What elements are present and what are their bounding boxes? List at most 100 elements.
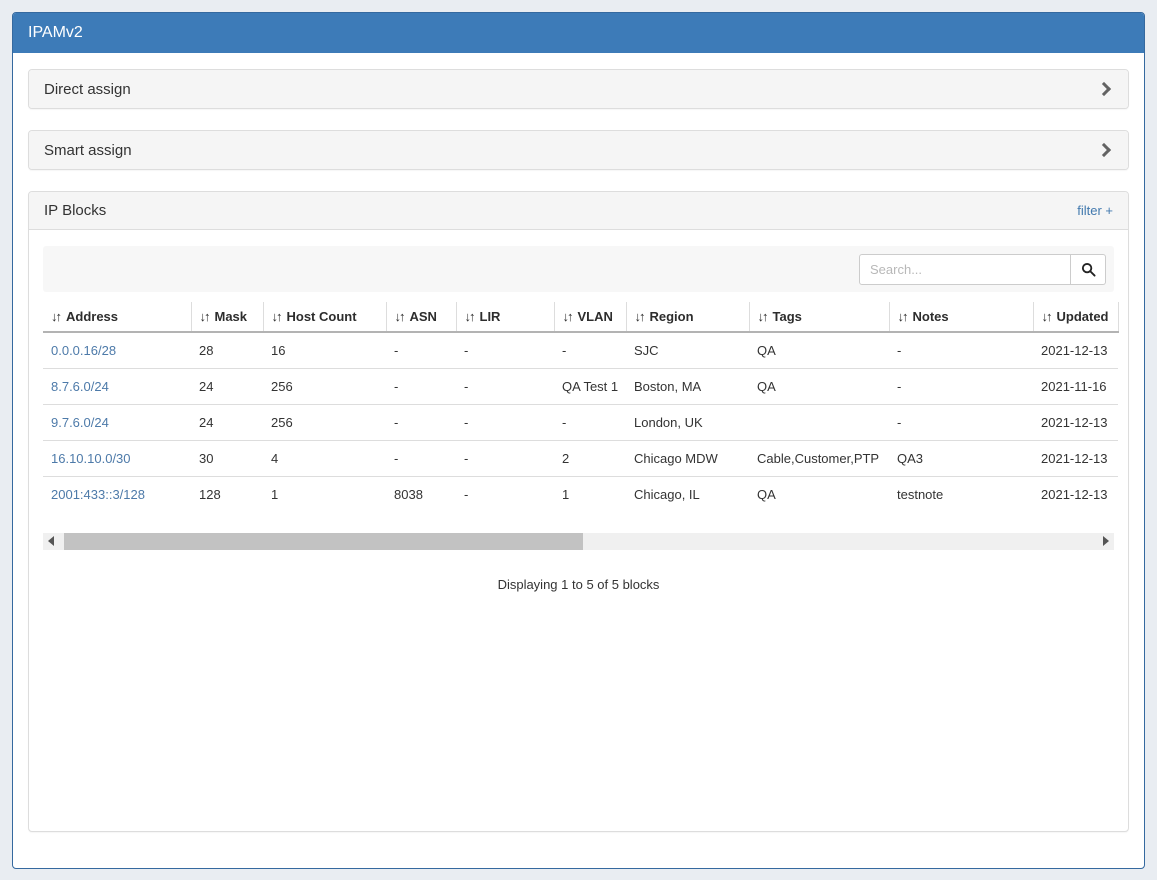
cell-lir: - xyxy=(456,404,554,441)
ip-blocks-title: IP Blocks xyxy=(44,202,107,219)
scrollbar-thumb[interactable] xyxy=(64,533,584,550)
table-row: 0.0.0.16/28 28 16- - - SJC QA -2021-12-13 xyxy=(43,332,1118,369)
search-input[interactable] xyxy=(859,253,1071,285)
table-header-row: ↓↑ Address ↓↑ Mask ↓↑ Host Count ↓↑ ASN ↓↑ LIR ↓↑ V… xyxy=(43,302,1119,333)
column-header-region[interactable]: ↓↑ Region xyxy=(625,302,749,333)
address-link[interactable]: 9.7.6.0/24 xyxy=(51,415,109,430)
filter-link[interactable]: filter + xyxy=(1077,203,1113,218)
cell-lir: - xyxy=(464,487,469,502)
column-label: Host Count xyxy=(286,309,357,324)
search-icon xyxy=(1081,262,1096,277)
cell-mask: 24 xyxy=(191,404,263,441)
column-header-mask[interactable]: ↓↑ Mask xyxy=(190,302,263,333)
cell-host_count: 256 xyxy=(263,368,386,405)
address-link[interactable]: 16.10.10.0/30 xyxy=(51,451,131,466)
column-label: Updated xyxy=(1056,309,1109,324)
ip-blocks-table: ↓↑ Address ↓↑ Mask ↓↑ Host Count ↓↑ ASN ↓↑ LIR ↓↑ V… xyxy=(43,302,1119,512)
sort-icon: ↓↑ xyxy=(51,309,62,324)
cell-host_count: 1 xyxy=(271,487,279,502)
sort-icon: ↓↑ xyxy=(897,309,909,324)
table-row: 8.7.6.0/24 24 256- - QA Test 1 Boston, MA QA -2… xyxy=(43,368,1118,405)
cell-vlan: 2 xyxy=(554,440,626,477)
column-label: Region xyxy=(649,309,694,324)
column-header-asn[interactable]: ↓↑ ASN xyxy=(385,302,456,333)
cell-tags: QA xyxy=(757,487,776,502)
column-header-updated[interactable]: ↓↑ Updated xyxy=(1032,302,1119,333)
cell-host_count: 4 xyxy=(263,440,386,477)
cell-address: 0.0.0.16/28 xyxy=(43,332,191,369)
cell-address: 2001:433::3/128 xyxy=(43,477,191,513)
search-group xyxy=(859,253,1106,285)
cell-notes: - xyxy=(889,368,1033,405)
address-link[interactable]: 2001:433::3/128 xyxy=(51,487,145,502)
table-info: Displaying 1 to 5 of 5 blocks xyxy=(497,577,660,592)
horizontal-scrollbar[interactable] xyxy=(43,533,1114,550)
cell-vlan: 1 xyxy=(562,487,570,502)
cell-address: 8.7.6.0/24 xyxy=(43,368,191,405)
cell-asn: - xyxy=(386,404,456,441)
address-link[interactable]: 8.7.6.0/24 xyxy=(51,379,109,394)
direct-assign-title: Direct assign xyxy=(44,80,131,98)
ip-blocks-heading: IP Blocks filter + xyxy=(29,192,1128,230)
scroll-right-icon[interactable] xyxy=(1103,536,1109,546)
ip-blocks-body: ↓↑Address↓↑Mask↓↑Host Count↓↑ASN↓↑LIR↓↑V… xyxy=(29,230,1128,831)
cell-tags: QA xyxy=(749,332,889,369)
panel-ip-blocks: IP Blocks filter + xyxy=(28,191,1129,832)
cell-mask: 28 xyxy=(191,332,263,369)
sort-icon: ↓↑ xyxy=(562,309,574,324)
cell-vlan: - xyxy=(554,404,626,441)
cell-region: Boston, MA xyxy=(626,368,749,405)
cell-asn: - xyxy=(386,440,456,477)
direct-assign-toggle[interactable]: Direct assign xyxy=(29,70,1128,108)
cell-notes: - xyxy=(889,404,1033,441)
search-button[interactable] xyxy=(1071,253,1106,285)
smart-assign-toggle[interactable]: Smart assign xyxy=(29,131,1128,169)
panel-smart-assign: Smart assign xyxy=(28,130,1129,170)
chevron-right-icon xyxy=(1096,81,1112,97)
scroll-left-icon[interactable] xyxy=(48,536,54,546)
cell-tags xyxy=(749,404,889,441)
cell-lir: - xyxy=(456,332,554,369)
cell-notes: testnote xyxy=(897,487,944,502)
cell-vlan: QA Test 1 xyxy=(554,368,626,405)
cell-asn: - xyxy=(386,368,456,405)
cell-region: Chicago MDW xyxy=(626,440,749,477)
cell-region: Chicago, IL xyxy=(634,487,700,502)
smart-assign-title: Smart assign xyxy=(44,141,132,159)
cell-mask: 30 xyxy=(191,440,263,477)
cell-updated: 2021-12-13 xyxy=(1033,332,1118,369)
column-label: Notes xyxy=(912,309,949,324)
sort-icon: ↓↑ xyxy=(271,309,283,324)
column-header-tags[interactable]: ↓↑ Tags xyxy=(748,302,889,333)
column-label: Tags xyxy=(772,309,802,324)
cell-vlan: - xyxy=(554,332,626,369)
cell-tags: QA xyxy=(749,368,889,405)
column-header-address[interactable]: ↓↑ Address xyxy=(43,302,191,333)
sort-icon: ↓↑ xyxy=(757,309,769,324)
column-header-host-count[interactable]: ↓↑ Host Count xyxy=(262,302,386,333)
app-body: Direct assign Smart assign IP Blocks fil… xyxy=(13,53,1144,832)
cell-mask: 24 xyxy=(191,368,263,405)
cell-tags: Cable,Customer,PTP xyxy=(749,440,889,477)
cell-notes: - xyxy=(889,332,1033,369)
app-title: IPAMv2 xyxy=(13,13,1144,53)
address-link[interactable]: 0.0.0.16/28 xyxy=(51,343,117,358)
cell-updated: 2021-12-13 xyxy=(1041,487,1108,502)
sort-icon: ↓↑ xyxy=(394,309,406,324)
app-window: IPAMv2 Direct assign Smart assign IP Blo… xyxy=(12,12,1145,869)
cell-updated: 2021-12-13 xyxy=(1033,440,1118,477)
cell-updated: 2021-11-16 xyxy=(1033,368,1118,405)
sort-icon: ↓↑ xyxy=(634,309,646,324)
cell-address: 16.10.10.0/30 xyxy=(43,440,191,477)
cell-asn: 8038 xyxy=(394,487,423,502)
column-header-vlan[interactable]: ↓↑ VLAN xyxy=(553,302,626,333)
table-row: 9.7.6.0/24 24 256- - - London, UK -2021-12-13 xyxy=(43,404,1118,441)
column-header-lir[interactable]: ↓↑ LIR xyxy=(455,302,554,333)
column-label: VLAN xyxy=(577,309,613,324)
chevron-right-icon xyxy=(1096,142,1112,158)
column-header-notes[interactable]: ↓↑ Notes xyxy=(888,302,1033,333)
cell-lir: - xyxy=(456,368,554,405)
column-label: LIR xyxy=(479,309,501,324)
cell-notes: QA3 xyxy=(889,440,1033,477)
column-label: Mask xyxy=(214,309,248,324)
